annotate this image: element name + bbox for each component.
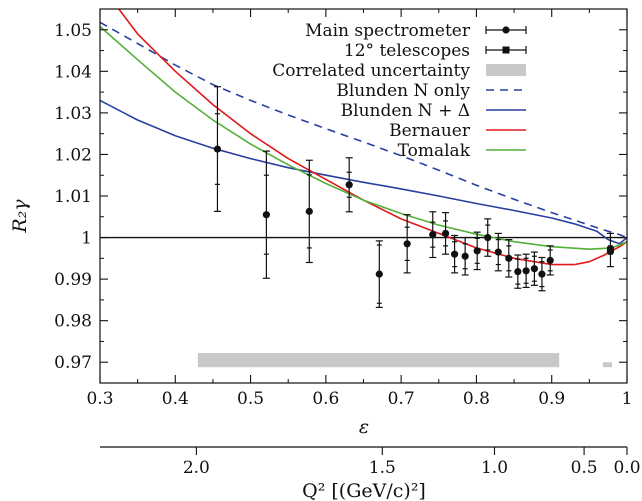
data-point-0-17 <box>538 256 546 292</box>
legend-label: Bernauer <box>389 121 471 141</box>
y-tick-label: 1.02 <box>54 145 92 165</box>
x-tick-label: 0.9 <box>538 389 565 409</box>
circle-marker <box>538 270 546 278</box>
legend-entry-3: Blunden N only <box>336 81 526 101</box>
x-tick-label: 0.8 <box>463 389 490 409</box>
circle-marker <box>213 145 222 153</box>
legend-entry-5: Bernauer <box>389 121 526 141</box>
secondary-axis-label: Q² [(GeV/c)²] <box>302 480 426 501</box>
secondary-axis-ticks: 2.0 1.5 1.0 0.5 0.0 <box>183 447 641 478</box>
secondary-tick-label: 0.0 <box>613 458 640 478</box>
circle-marker <box>494 248 502 256</box>
x-tick-label: 1 <box>622 389 633 409</box>
legend-label: Blunden N + Δ <box>341 101 470 121</box>
data-point-0-5 <box>403 214 411 274</box>
data-point-0-18 <box>546 245 554 276</box>
series-line-4 <box>100 99 627 245</box>
y-tick-label: 1.03 <box>54 104 92 124</box>
y-tick-label: 0.97 <box>54 353 92 373</box>
circle-marker <box>546 256 554 265</box>
data-point-0-2 <box>305 159 313 264</box>
legend-entry-6: Tomalak <box>398 141 526 161</box>
legend-entry-1: 12° telescopes <box>344 41 527 61</box>
y-tick-label: 1.01 <box>54 187 92 207</box>
series-line-3 <box>100 21 627 239</box>
data-point-0-1 <box>262 150 270 279</box>
data-point-0-16 <box>530 251 538 286</box>
data-points <box>213 86 614 308</box>
circle-marker <box>522 267 530 275</box>
data-point-0-12 <box>494 232 502 272</box>
circle-marker <box>505 254 513 262</box>
data-point-0-0 <box>213 86 222 212</box>
circle-marker <box>461 252 469 260</box>
x-tick-label: 0.6 <box>312 389 339 409</box>
circle-marker <box>262 211 270 219</box>
data-point-0-9 <box>461 236 469 276</box>
circle-marker <box>484 233 492 242</box>
legend-label: Tomalak <box>398 141 471 161</box>
legend-circle-marker <box>502 26 510 34</box>
data-point-0-8 <box>450 234 459 274</box>
circle-marker <box>441 229 450 237</box>
circle-marker <box>345 181 353 189</box>
secondary-tick-label: 2.0 <box>183 458 210 478</box>
x-tick-label: 0.3 <box>86 389 113 409</box>
circle-marker <box>403 240 411 248</box>
x-tick-label: 0.4 <box>162 389 189 409</box>
data-point-0-3 <box>345 157 353 213</box>
data-point-0-13 <box>505 239 513 278</box>
y-tick-label: 0.98 <box>54 312 92 332</box>
data-point-0-11 <box>484 218 492 257</box>
series-line-5 <box>117 9 627 266</box>
x-tick-label: 0.7 <box>388 389 415 409</box>
uncertainty-band-1 <box>602 362 612 368</box>
legend-label: Main spectrometer <box>305 21 471 41</box>
circle-marker <box>429 231 437 239</box>
y-axis-label: R₂γ <box>9 199 31 234</box>
y-tick-label: 1 <box>81 229 92 249</box>
legend-entry-4: Blunden N + Δ <box>341 101 526 121</box>
secondary-tick-label: 0.5 <box>571 458 598 478</box>
data-point-0-6 <box>429 211 437 259</box>
ticks: 0.3 0.4 0.5 0.6 0.7 0.8 0.9 1 0.97 0.98 0.99 1 1.01 1… <box>54 9 632 409</box>
legend-label: 12° telescopes <box>344 41 470 61</box>
legend-label: Blunden N only <box>336 81 470 101</box>
square-marker <box>606 246 614 254</box>
series-line-6 <box>100 25 627 250</box>
x-tick-label: 0.5 <box>237 389 264 409</box>
data-point-0-7 <box>441 212 450 255</box>
legend-square-marker <box>502 46 510 54</box>
circle-marker <box>450 250 459 258</box>
circle-marker <box>375 270 383 278</box>
y-tick-label: 1.05 <box>54 21 92 41</box>
uncertainty-band-0 <box>197 353 560 368</box>
data-point-1-0 <box>606 232 614 268</box>
data-point-0-14 <box>514 254 522 289</box>
circle-marker <box>530 265 538 273</box>
curves <box>100 9 627 266</box>
circle-marker <box>514 268 522 276</box>
data-point-0-4 <box>375 240 383 308</box>
secondary-tick-label: 1.0 <box>481 458 508 478</box>
legend-entry-2: Correlated uncertainty <box>272 61 526 81</box>
y-tick-label: 1.04 <box>54 62 92 82</box>
legend-band-swatch <box>486 64 526 76</box>
x-axis-label: ε <box>359 416 369 438</box>
data-point-0-15 <box>522 253 530 289</box>
circle-marker <box>473 247 481 255</box>
data-point-0-10 <box>473 231 481 271</box>
y-tick-label: 0.99 <box>54 270 92 290</box>
secondary-tick-label: 1.5 <box>369 458 396 478</box>
legend-entry-0: Main spectrometer <box>305 21 527 41</box>
circle-marker <box>305 207 313 215</box>
legend-label: Correlated uncertainty <box>272 61 470 81</box>
correlated-uncertainty-bands <box>197 353 612 368</box>
